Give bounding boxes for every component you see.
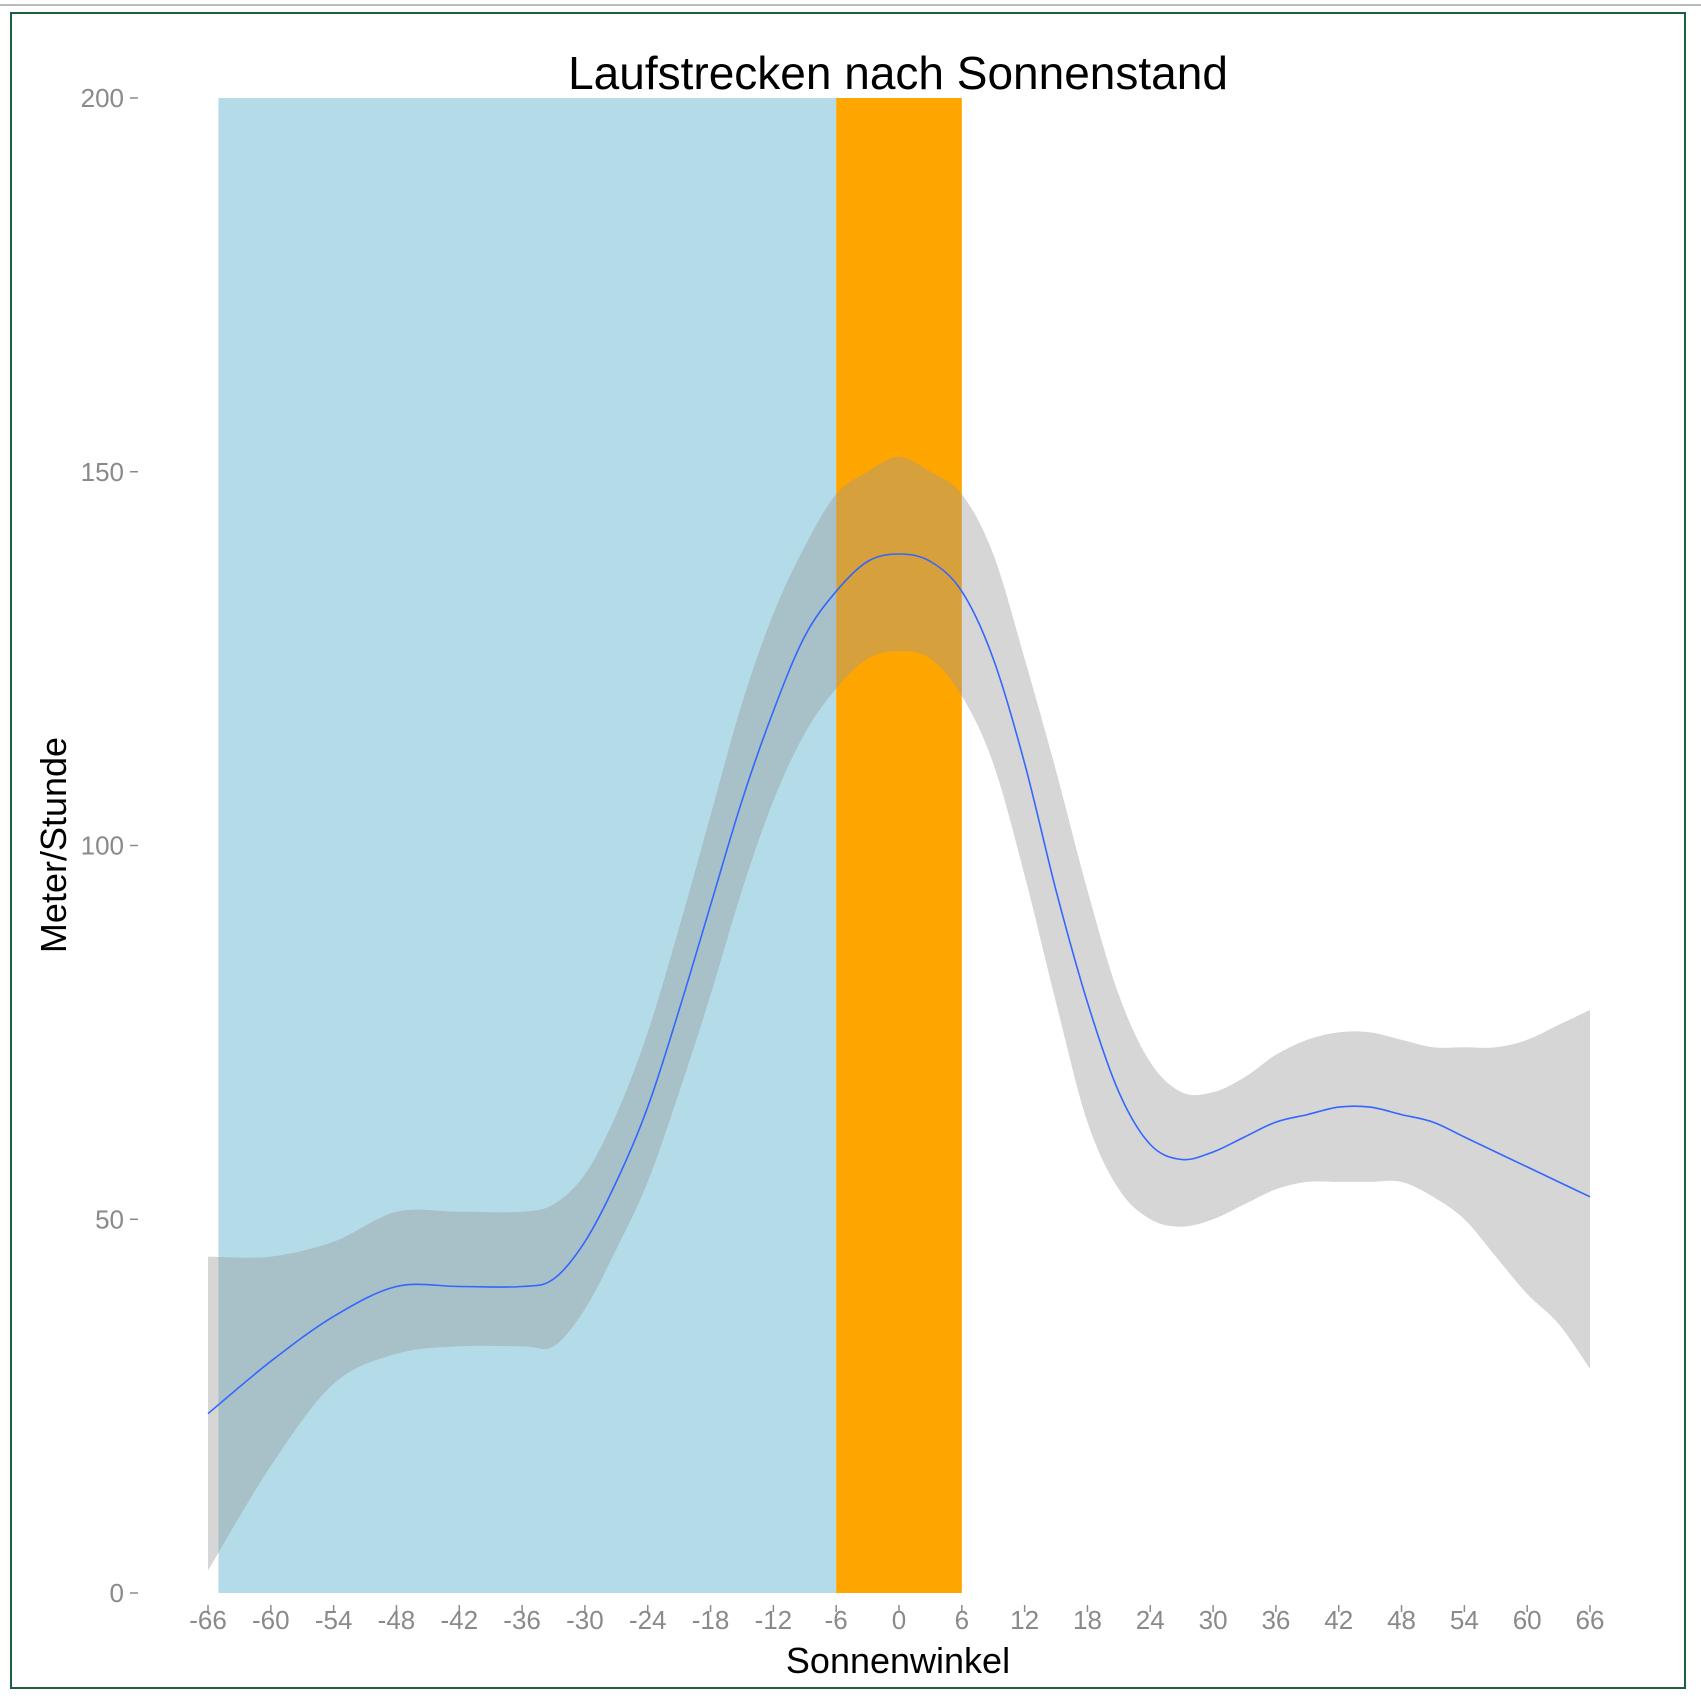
x-tick-label: 24 xyxy=(1136,1605,1165,1635)
y-tick-label: 0 xyxy=(110,1578,124,1608)
x-tick-label: 54 xyxy=(1450,1605,1479,1635)
ci-ribbon xyxy=(208,456,1590,1571)
x-tick-label: 6 xyxy=(955,1605,969,1635)
x-tick-label: 30 xyxy=(1199,1605,1228,1635)
y-axis: 0 50 100 150 200 xyxy=(81,83,138,1608)
x-tick-label: 60 xyxy=(1513,1605,1542,1635)
x-tick-label: -36 xyxy=(503,1605,541,1635)
y-tick-label: 200 xyxy=(81,83,124,113)
fit-line xyxy=(207,553,1591,1415)
x-tick-label: 42 xyxy=(1324,1605,1353,1635)
smooth-line xyxy=(207,553,1591,1415)
x-axis: -66 -60 -54 -48 -42 -36 -30 -24 -18 -12 -6 0 6 12 18 24… xyxy=(189,1605,1604,1635)
window-top-border xyxy=(0,4,1701,6)
chart-title: Laufstrecken nach Sonnenstand xyxy=(568,47,1228,99)
band-0 xyxy=(218,98,837,1593)
y-axis-title: Meter/Stunde xyxy=(33,737,74,953)
x-axis-title: Sonnenwinkel xyxy=(786,1640,1010,1681)
x-tick-label: -12 xyxy=(755,1605,793,1635)
x-tick-label: 0 xyxy=(892,1605,906,1635)
shaded-bands xyxy=(218,98,962,1593)
y-tick-label: 100 xyxy=(81,831,124,861)
x-tick-label: 66 xyxy=(1576,1605,1605,1635)
x-tick-label: -30 xyxy=(566,1605,604,1635)
x-tick-label: 12 xyxy=(1010,1605,1039,1635)
x-tick-label: 36 xyxy=(1261,1605,1290,1635)
x-tick-label: -60 xyxy=(252,1605,290,1635)
x-tick-label: -18 xyxy=(692,1605,730,1635)
x-tick-label: -66 xyxy=(189,1605,227,1635)
x-tick-label: -42 xyxy=(440,1605,478,1635)
x-tick-label: -24 xyxy=(629,1605,667,1635)
x-tick-label: 18 xyxy=(1073,1605,1102,1635)
confidence-ribbon xyxy=(208,456,1590,1571)
band-1 xyxy=(836,98,962,1593)
x-tick-label: -48 xyxy=(378,1605,416,1635)
x-tick-label: 48 xyxy=(1387,1605,1416,1635)
y-tick-label: 50 xyxy=(95,1204,124,1234)
y-tick-label: 150 xyxy=(81,457,124,487)
x-tick-label: -6 xyxy=(825,1605,848,1635)
x-tick-label: -54 xyxy=(315,1605,353,1635)
